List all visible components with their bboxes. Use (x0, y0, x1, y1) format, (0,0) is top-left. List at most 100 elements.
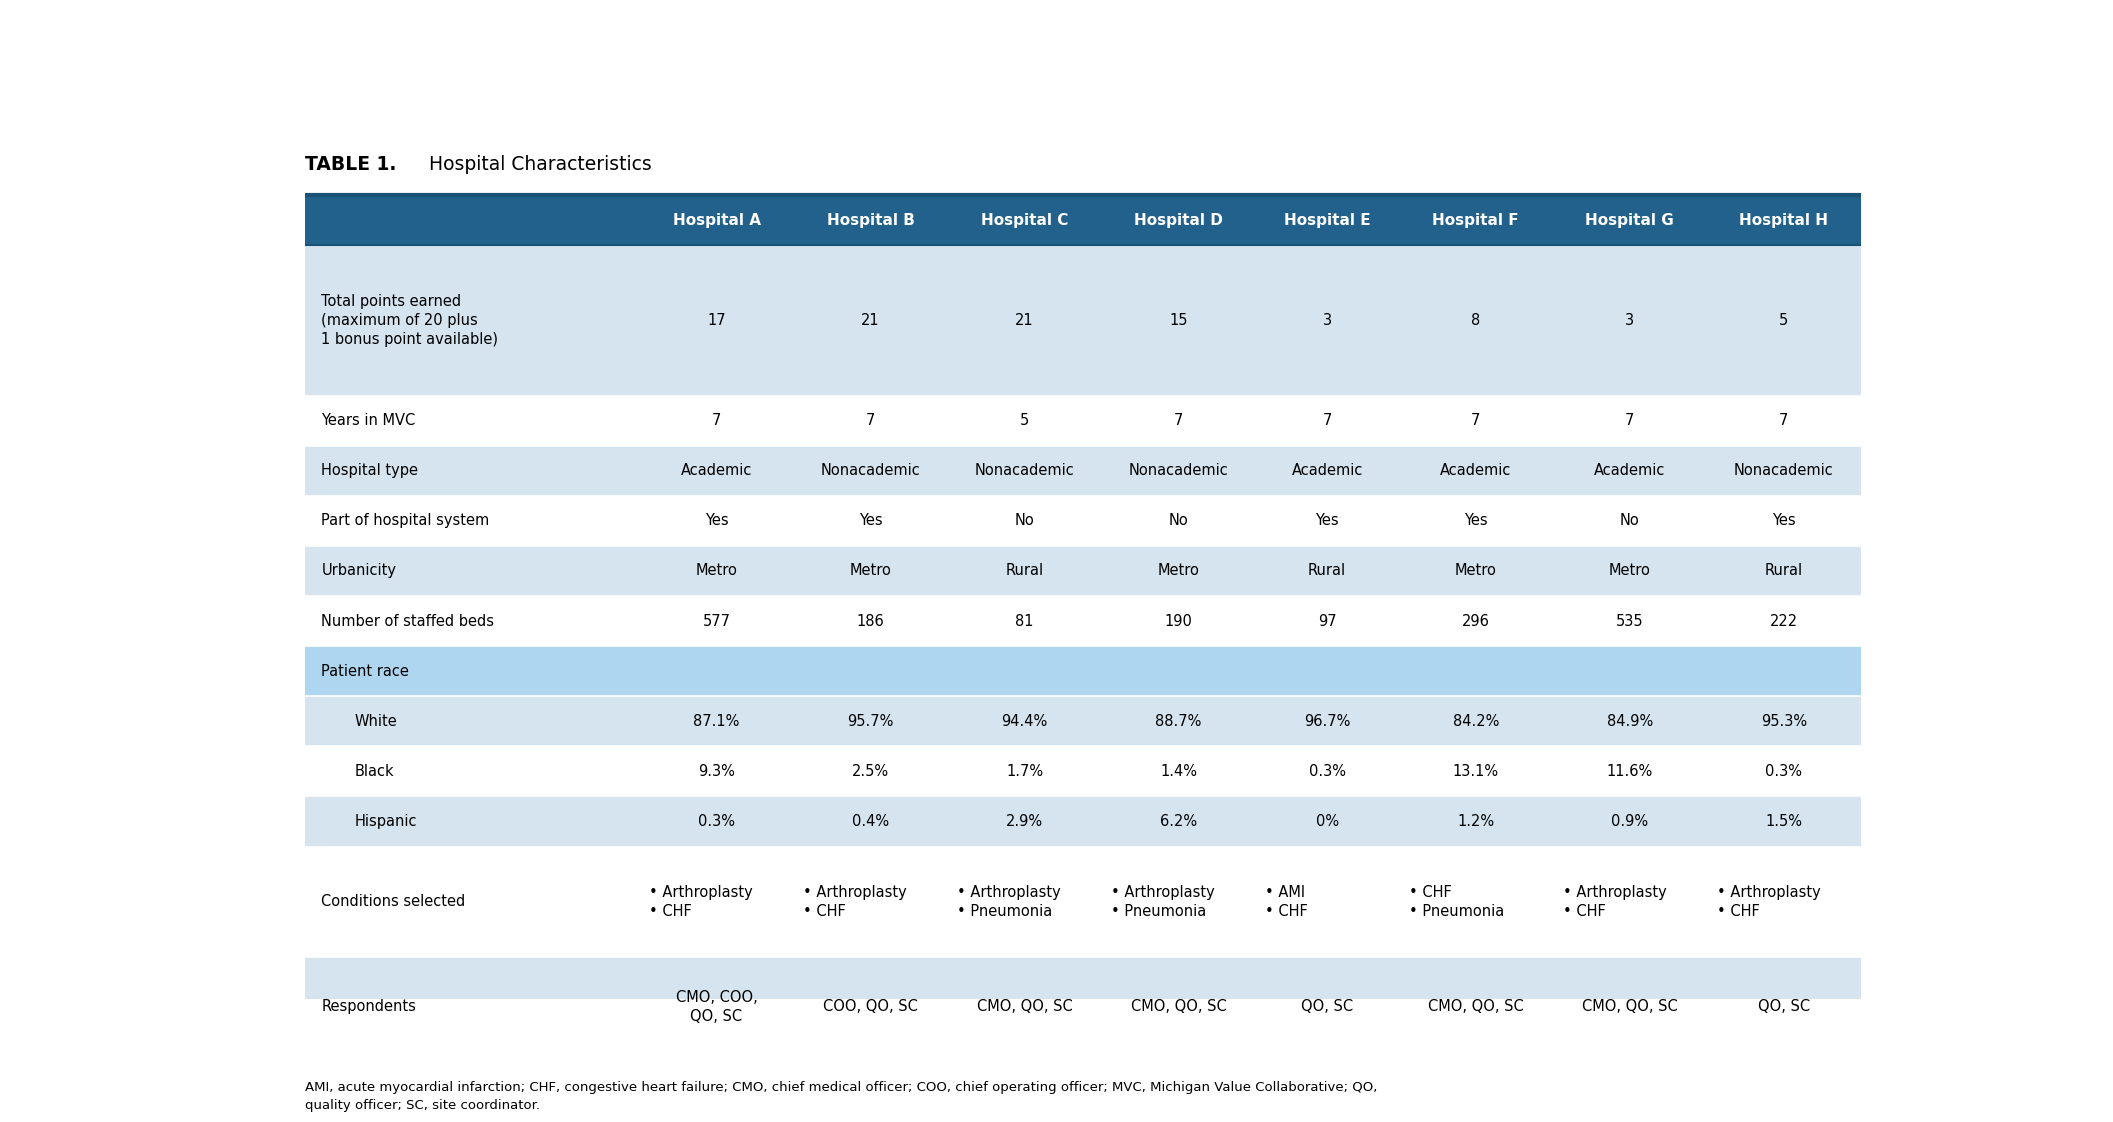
Text: Rural: Rural (1764, 563, 1802, 579)
Text: Black: Black (355, 764, 393, 779)
Bar (304, 697, 1862, 746)
Text: Hospital A: Hospital A (672, 213, 761, 228)
Text: 21: 21 (862, 313, 879, 328)
Text: 95.7%: 95.7% (847, 714, 894, 729)
Text: • Arthroplasty
• Pneumonia: • Arthroplasty • Pneumonia (957, 884, 1061, 919)
Bar (304, 596, 1862, 646)
Bar (304, 246, 1862, 396)
Text: Hospital Characteristics: Hospital Characteristics (423, 155, 651, 174)
Text: 8: 8 (1471, 313, 1481, 328)
Text: 97: 97 (1319, 614, 1335, 628)
Text: Rural: Rural (1006, 563, 1044, 579)
Text: Hospital E: Hospital E (1285, 213, 1371, 228)
Text: 84.2%: 84.2% (1452, 714, 1498, 729)
Text: 7: 7 (1779, 413, 1788, 429)
Text: 3: 3 (1625, 313, 1633, 328)
Text: 0.9%: 0.9% (1612, 813, 1648, 829)
Text: • Arthroplasty
• CHF: • Arthroplasty • CHF (649, 884, 752, 919)
Text: Conditions selected: Conditions selected (321, 894, 465, 909)
Text: Metro: Metro (1158, 563, 1200, 579)
Text: Hospital D: Hospital D (1135, 213, 1223, 228)
Text: 7: 7 (712, 413, 721, 429)
Text: 1.4%: 1.4% (1160, 764, 1198, 779)
Bar (304, 846, 1862, 957)
Text: 222: 222 (1771, 614, 1798, 628)
Bar (304, 746, 1862, 797)
Text: 15: 15 (1168, 313, 1188, 328)
Text: CMO, QO, SC: CMO, QO, SC (1583, 1000, 1678, 1014)
Text: 7: 7 (1175, 413, 1183, 429)
Text: • Arthroplasty
• CHF: • Arthroplasty • CHF (803, 884, 906, 919)
Text: Yes: Yes (1464, 514, 1488, 528)
Text: White: White (355, 714, 397, 729)
Text: 577: 577 (702, 614, 731, 628)
Text: 9.3%: 9.3% (697, 764, 735, 779)
Text: Yes: Yes (1316, 514, 1340, 528)
Text: Rural: Rural (1308, 563, 1346, 579)
Text: 94.4%: 94.4% (1002, 714, 1048, 729)
Bar (304, 445, 1862, 496)
Text: 0.3%: 0.3% (1308, 764, 1346, 779)
Text: Part of hospital system: Part of hospital system (321, 514, 490, 528)
Text: Nonacademic: Nonacademic (1735, 463, 1834, 478)
Text: CMO, COO,
QO, SC: CMO, COO, QO, SC (676, 990, 756, 1024)
Text: Nonacademic: Nonacademic (1128, 463, 1228, 478)
Bar (304, 646, 1862, 697)
Text: Academic: Academic (1441, 463, 1511, 478)
Text: 84.9%: 84.9% (1606, 714, 1652, 729)
Text: 0.4%: 0.4% (852, 813, 890, 829)
Text: 81: 81 (1016, 614, 1033, 628)
Text: 88.7%: 88.7% (1156, 714, 1202, 729)
Text: CMO, QO, SC: CMO, QO, SC (976, 1000, 1073, 1014)
Text: CMO, QO, SC: CMO, QO, SC (1428, 1000, 1523, 1014)
Text: Yes: Yes (858, 514, 883, 528)
Text: QO, SC: QO, SC (1758, 1000, 1811, 1014)
Text: Patient race: Patient race (321, 663, 410, 679)
Text: 535: 535 (1616, 614, 1644, 628)
Text: 0.3%: 0.3% (697, 813, 735, 829)
Text: Yes: Yes (706, 514, 729, 528)
Text: • Arthroplasty
• CHF: • Arthroplasty • CHF (1716, 884, 1819, 919)
Text: 87.1%: 87.1% (693, 714, 740, 729)
Text: 95.3%: 95.3% (1760, 714, 1807, 729)
Text: 2.9%: 2.9% (1006, 813, 1044, 829)
Text: 96.7%: 96.7% (1304, 714, 1350, 729)
Text: Hospital B: Hospital B (826, 213, 915, 228)
Text: 0.3%: 0.3% (1764, 764, 1802, 779)
Text: Yes: Yes (1773, 514, 1796, 528)
Text: Years in MVC: Years in MVC (321, 413, 416, 429)
Text: 11.6%: 11.6% (1606, 764, 1652, 779)
Text: 7: 7 (1323, 413, 1331, 429)
Text: CMO, QO, SC: CMO, QO, SC (1130, 1000, 1226, 1014)
Text: 5: 5 (1021, 413, 1029, 429)
Text: 186: 186 (856, 614, 885, 628)
Text: Nonacademic: Nonacademic (974, 463, 1073, 478)
Text: 1.2%: 1.2% (1458, 813, 1494, 829)
Text: 2.5%: 2.5% (852, 764, 890, 779)
Bar (304, 396, 1862, 445)
Text: 296: 296 (1462, 614, 1490, 628)
Text: Hispanic: Hispanic (355, 813, 416, 829)
Text: Hospital C: Hospital C (980, 213, 1069, 228)
Text: Urbanicity: Urbanicity (321, 563, 397, 579)
Text: Hospital G: Hospital G (1585, 213, 1673, 228)
Text: 7: 7 (866, 413, 875, 429)
Text: Metro: Metro (849, 563, 892, 579)
Text: 1.5%: 1.5% (1764, 813, 1802, 829)
Text: 6.2%: 6.2% (1160, 813, 1198, 829)
Text: Nonacademic: Nonacademic (820, 463, 921, 478)
Text: Hospital type: Hospital type (321, 463, 418, 478)
Text: 7: 7 (1625, 413, 1635, 429)
Text: 0%: 0% (1316, 813, 1340, 829)
Text: • Arthroplasty
• Pneumonia: • Arthroplasty • Pneumonia (1111, 884, 1215, 919)
Bar (304, 496, 1862, 546)
Text: QO, SC: QO, SC (1302, 1000, 1352, 1014)
Text: Metro: Metro (695, 563, 737, 579)
Bar (304, 797, 1862, 846)
Bar (304, 957, 1862, 1057)
Text: TABLE 1.: TABLE 1. (304, 155, 397, 174)
Text: COO, QO, SC: COO, QO, SC (824, 1000, 917, 1014)
Text: Metro: Metro (1454, 563, 1496, 579)
Text: Metro: Metro (1608, 563, 1650, 579)
Text: AMI, acute myocardial infarction; CHF, congestive heart failure; CMO, chief medi: AMI, acute myocardial infarction; CHF, c… (304, 1082, 1378, 1112)
